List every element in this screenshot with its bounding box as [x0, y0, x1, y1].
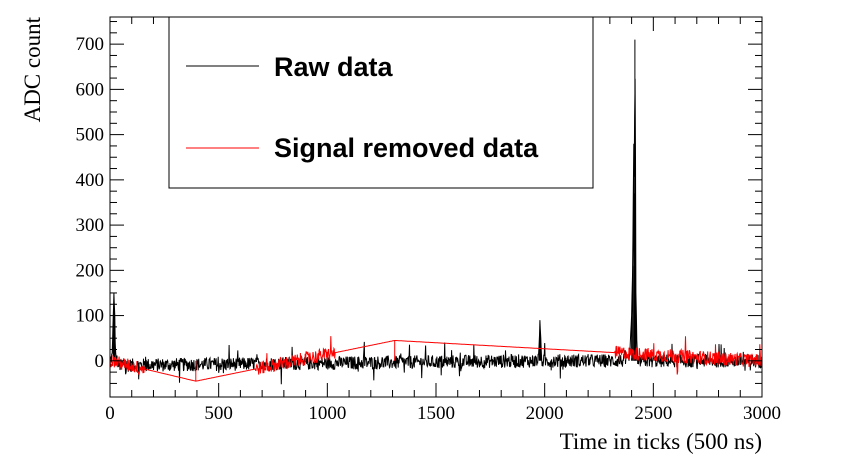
x-axis-title: Time in ticks (500 ns)	[560, 429, 762, 454]
x-tick-label: 1500	[417, 403, 455, 424]
series-line-1	[109, 336, 763, 382]
legend-label-signal-removed: Signal removed data	[274, 133, 539, 163]
legend-box	[168, 16, 594, 189]
x-tick-label: 3000	[743, 403, 781, 424]
x-tick-label: 2000	[526, 403, 564, 424]
y-axis-title: ADC count	[20, 16, 45, 122]
x-tick-label: 0	[105, 403, 115, 424]
y-tick-label: 600	[76, 79, 105, 100]
y-tick-label: 500	[76, 125, 105, 146]
x-tick-label: 500	[204, 403, 233, 424]
y-tick-label: 100	[76, 306, 105, 327]
x-tick-label: 2500	[634, 403, 672, 424]
legend-label-raw: Raw data	[274, 52, 394, 82]
y-tick-label: 0	[95, 351, 105, 372]
y-tick-label: 300	[76, 215, 105, 236]
y-tick-label: 400	[76, 170, 105, 191]
legend: Raw data Signal removed data	[168, 16, 594, 189]
y-tick-label: 700	[76, 34, 105, 55]
y-tick-label: 200	[76, 260, 105, 281]
y-axis-ticks: 0 100 200 300 400 500 600 700	[76, 21, 762, 384]
x-tick-label: 1000	[308, 403, 346, 424]
